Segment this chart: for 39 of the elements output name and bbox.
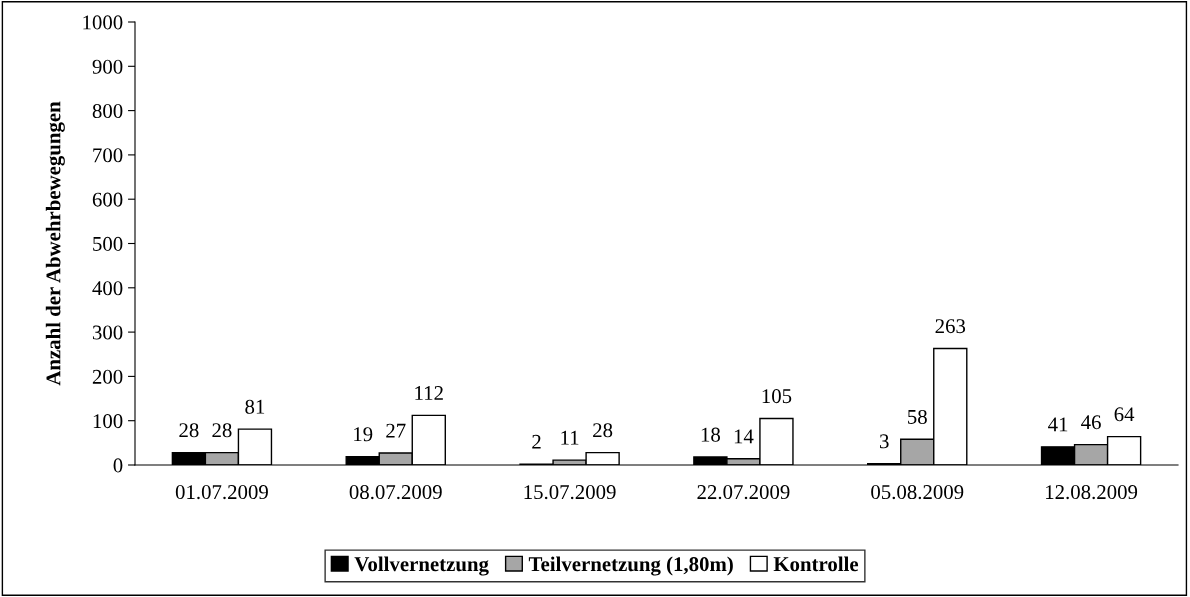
x-tick-label: 05.08.2009 bbox=[871, 485, 964, 500]
data-label: 3 bbox=[880, 434, 889, 449]
y-tick-label: 100 bbox=[93, 414, 123, 429]
x-tick-label: 12.08.2009 bbox=[1046, 485, 1138, 500]
data-label: 112 bbox=[415, 386, 443, 400]
data-label: 11 bbox=[561, 430, 579, 445]
data-label: 81 bbox=[245, 399, 265, 414]
data-label: 64 bbox=[1114, 407, 1135, 422]
y-tick-label: 700 bbox=[93, 148, 123, 163]
data-label: 58 bbox=[908, 409, 927, 424]
data-label: 2 bbox=[532, 434, 541, 449]
x-tick-label: 22.07.2009 bbox=[697, 485, 790, 500]
legend-label: Vollvernetzung bbox=[354, 556, 489, 576]
data-label: 263 bbox=[935, 319, 966, 334]
y-tick-label: 600 bbox=[92, 192, 123, 207]
data-label: 46 bbox=[1081, 415, 1101, 430]
x-tick-label: 15.07.2009 bbox=[524, 485, 616, 500]
y-tick-label: 0 bbox=[113, 458, 123, 473]
data-label: 28 bbox=[179, 423, 199, 438]
legend-label: Teilvernetzung (1,80m) bbox=[528, 556, 733, 576]
y-tick-label: 400 bbox=[92, 281, 123, 296]
y-tick-label: 1000 bbox=[83, 15, 123, 30]
y-tick-label: 800 bbox=[92, 103, 123, 119]
y-tick-label: 500 bbox=[93, 236, 123, 251]
data-label: 18 bbox=[701, 427, 721, 442]
data-label: 28 bbox=[593, 423, 613, 438]
y-axis-title: Anzahl der Abwehrbewegungen bbox=[45, 101, 65, 386]
data-label: 19 bbox=[354, 427, 373, 442]
data-label: 28 bbox=[212, 423, 232, 438]
y-tick-label: 900 bbox=[92, 59, 123, 74]
y-tick-label: 200 bbox=[92, 369, 123, 384]
data-label: 105 bbox=[762, 389, 792, 404]
data-label: 27 bbox=[386, 423, 406, 438]
data-label: 14 bbox=[734, 429, 754, 444]
y-tick-label: 300 bbox=[92, 325, 123, 340]
legend-label: Kontrolle bbox=[773, 556, 859, 572]
x-tick-label: 01.07.2009 bbox=[175, 485, 268, 500]
data-label: 41 bbox=[1048, 417, 1068, 432]
x-tick-label: 08.07.2009 bbox=[349, 485, 442, 500]
